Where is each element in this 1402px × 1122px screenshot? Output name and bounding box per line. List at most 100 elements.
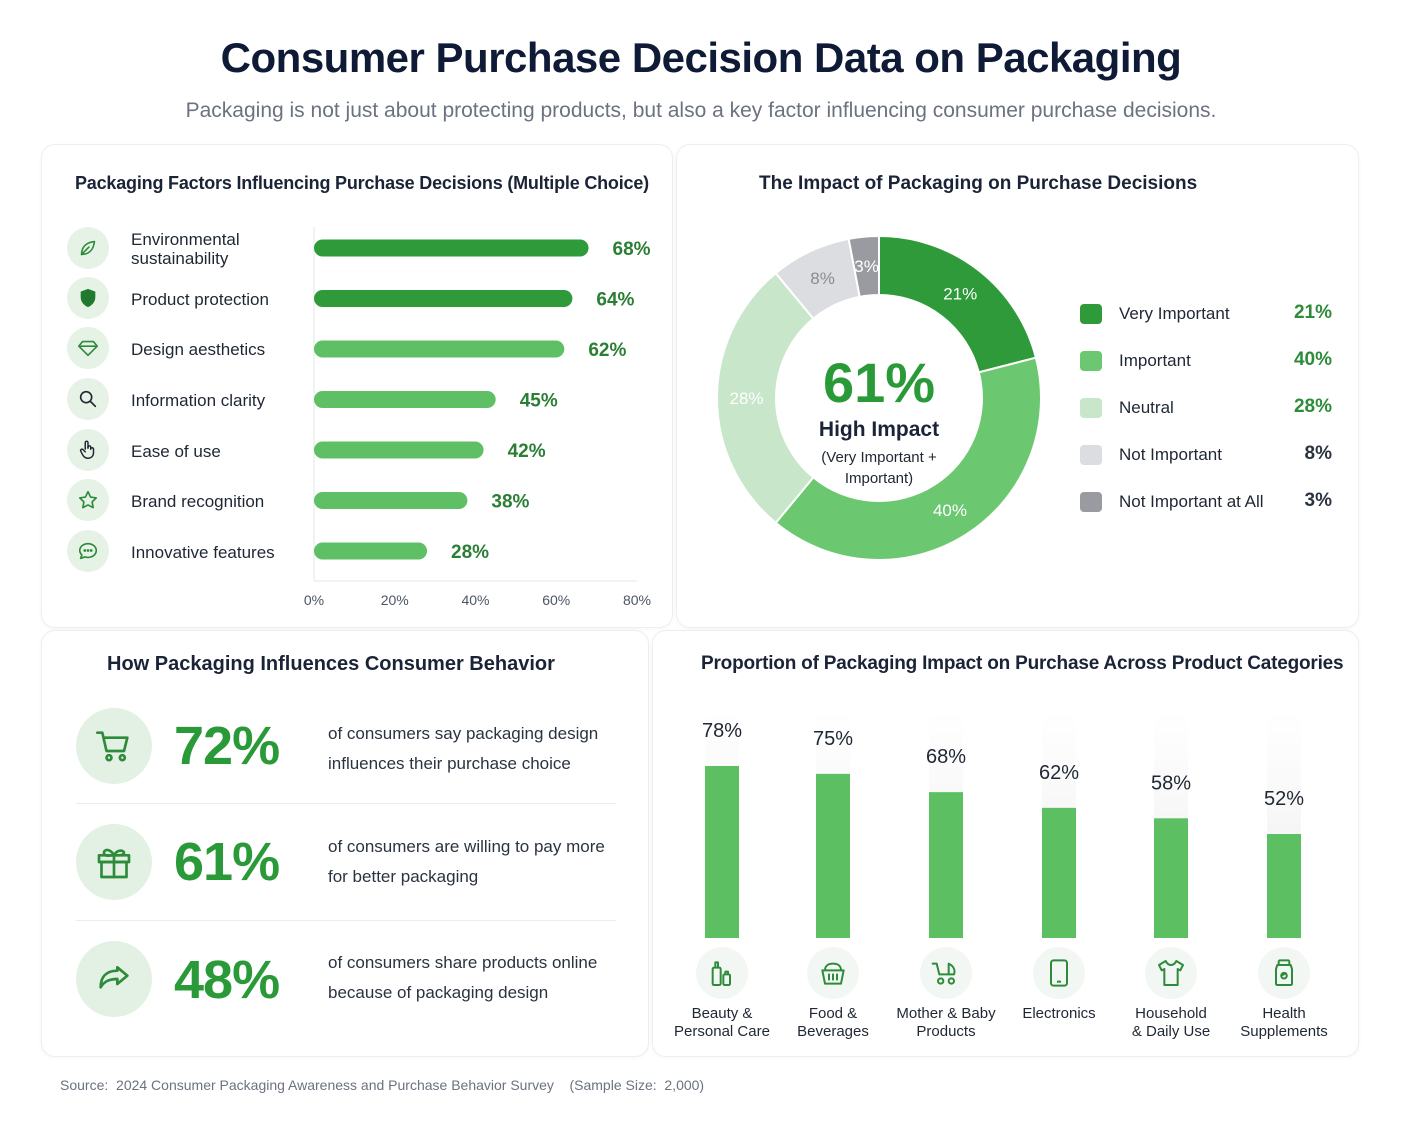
factors-card: Packaging Factors Influencing Purchase D… [41, 144, 673, 628]
x-tick-label: 20% [381, 592, 409, 608]
legend-item: Neutral 28% [1080, 396, 1340, 420]
chat-bubble-icon [67, 530, 109, 572]
slice-label: 8% [810, 269, 835, 288]
search-icon [67, 378, 109, 420]
phone-icon [1033, 947, 1085, 999]
behavior-card: How Packaging Influences Consumer Behavi… [41, 630, 649, 1057]
bar [314, 340, 565, 358]
legend-label: Neutral [1119, 398, 1174, 417]
basket-icon [807, 947, 859, 999]
data-label: 58% [1151, 772, 1191, 794]
stroller-icon [920, 947, 972, 999]
page-title: Consumer Purchase Decision Data on Packa… [220, 34, 1182, 81]
categories-chart-title: Proportion of Packaging Impact on Purcha… [701, 653, 1344, 674]
slice-label: 28% [729, 389, 763, 408]
bar [314, 492, 468, 509]
donut-slice [716, 271, 815, 525]
category-label: Household & Daily Use [1131, 1005, 1211, 1040]
legend-value: 3% [1304, 490, 1332, 511]
donut-slice [774, 356, 1042, 561]
behavior-text: of consumers say packaging design influe… [328, 724, 599, 773]
factors-chart-title: Packaging Factors Influencing Purchase D… [75, 173, 649, 193]
legend-item: Not Important 8% [1080, 443, 1340, 467]
legend-label: Not Important at All [1119, 492, 1264, 511]
category-label: Beauty & Personal Care [674, 1005, 770, 1040]
legend-value: 40% [1293, 349, 1332, 370]
factors-bar-chart: 0% 20% 40% 60% 80% 68% 64% 62% 45% 42% 38% 28% [304, 227, 651, 608]
data-label: 75% [813, 728, 853, 750]
bar [1042, 807, 1076, 938]
data-label: 62% [1039, 762, 1079, 784]
category-label: Food & Beverages [797, 1005, 869, 1040]
behavior-value: 72% [174, 716, 280, 776]
bar [1267, 834, 1301, 938]
legend-value: 8% [1304, 443, 1332, 464]
impact-chart-title: The Impact of Packaging on Purchase Deci… [759, 173, 1198, 194]
data-label: 45% [520, 391, 558, 412]
impact-donut-chart: 21% 40% 28% 8% 3% [716, 234, 1042, 561]
shield-icon [67, 277, 109, 319]
donut-slice [847, 234, 880, 298]
bottles-icon [696, 947, 748, 999]
legend-item: Very Important 21% [1080, 302, 1340, 326]
categories-card: Proportion of Packaging Impact on Purcha… [652, 630, 1359, 1057]
slice-label: 40% [933, 501, 967, 520]
data-label: 68% [613, 239, 651, 260]
legend-swatch [1080, 492, 1102, 512]
source-note: Source: 2024 Consumer Packaging Awarenes… [60, 1077, 705, 1093]
star-icon [67, 479, 109, 521]
category-label: Electronics [1022, 1005, 1096, 1022]
supplement-jar-icon [1258, 947, 1310, 999]
data-label: 42% [508, 441, 546, 462]
gift-icon [76, 824, 152, 900]
tshirt-icon [1145, 947, 1197, 999]
factor-label-innovative: Innovative features [131, 543, 275, 562]
page-subtitle: Packaging is not just about protecting p… [185, 99, 1217, 122]
factor-label-ease: Ease of use [131, 442, 221, 461]
legend-item: Important 40% [1080, 349, 1340, 373]
legend-label: Important [1119, 351, 1191, 370]
bar [314, 391, 496, 408]
behavior-text: of consumers share products online becau… [328, 953, 598, 1002]
legend-item: Not Important at All 3% [1080, 490, 1340, 514]
x-tick-label: 40% [461, 592, 489, 608]
slice-label: 3% [854, 257, 879, 276]
bar [314, 542, 428, 560]
data-label: 64% [596, 290, 634, 311]
legend-swatch [1080, 445, 1102, 465]
bar [705, 766, 739, 938]
data-label: 38% [491, 492, 529, 513]
behavior-title: How Packaging Influences Consumer Behavi… [107, 653, 555, 675]
data-label: 52% [1264, 788, 1304, 810]
impact-card: The Impact of Packaging on Purchase Deci… [676, 144, 1359, 628]
factor-label-environmental: Environmental sustainability [131, 230, 240, 268]
legend-label: Not Important [1119, 445, 1222, 464]
slice-label: 21% [943, 284, 977, 303]
bar [314, 290, 573, 307]
factor-label-design: Design aesthetics [131, 340, 266, 359]
data-label: 62% [588, 340, 626, 361]
legend-value: 28% [1293, 396, 1332, 417]
categories-bar-chart: 78% 75% 68% 62% 58% 52% [702, 711, 1304, 938]
x-tick-label: 0% [304, 592, 324, 608]
divider [76, 920, 616, 921]
behavior-value: 61% [174, 832, 280, 892]
behavior-text: of consumers are willing to pay more for… [328, 837, 605, 886]
bar [816, 773, 850, 938]
x-tick-label: 60% [542, 592, 570, 608]
hand-icon [67, 429, 109, 471]
behavior-value: 48% [174, 950, 280, 1010]
bar [314, 239, 589, 257]
diamond-icon [67, 327, 109, 369]
share-icon [76, 941, 152, 1017]
legend-swatch [1080, 304, 1102, 324]
legend-swatch [1080, 398, 1102, 418]
data-label: 28% [451, 542, 489, 563]
donut-center-label: High Impact [818, 418, 940, 441]
factor-label-protection: Product protection [131, 290, 269, 309]
bar [1154, 818, 1188, 938]
cart-icon [76, 708, 152, 784]
donut-center-note: (Very Important + Important) [821, 449, 937, 487]
category-label: Health Supplements [1240, 1005, 1328, 1040]
data-label: 68% [926, 746, 966, 768]
